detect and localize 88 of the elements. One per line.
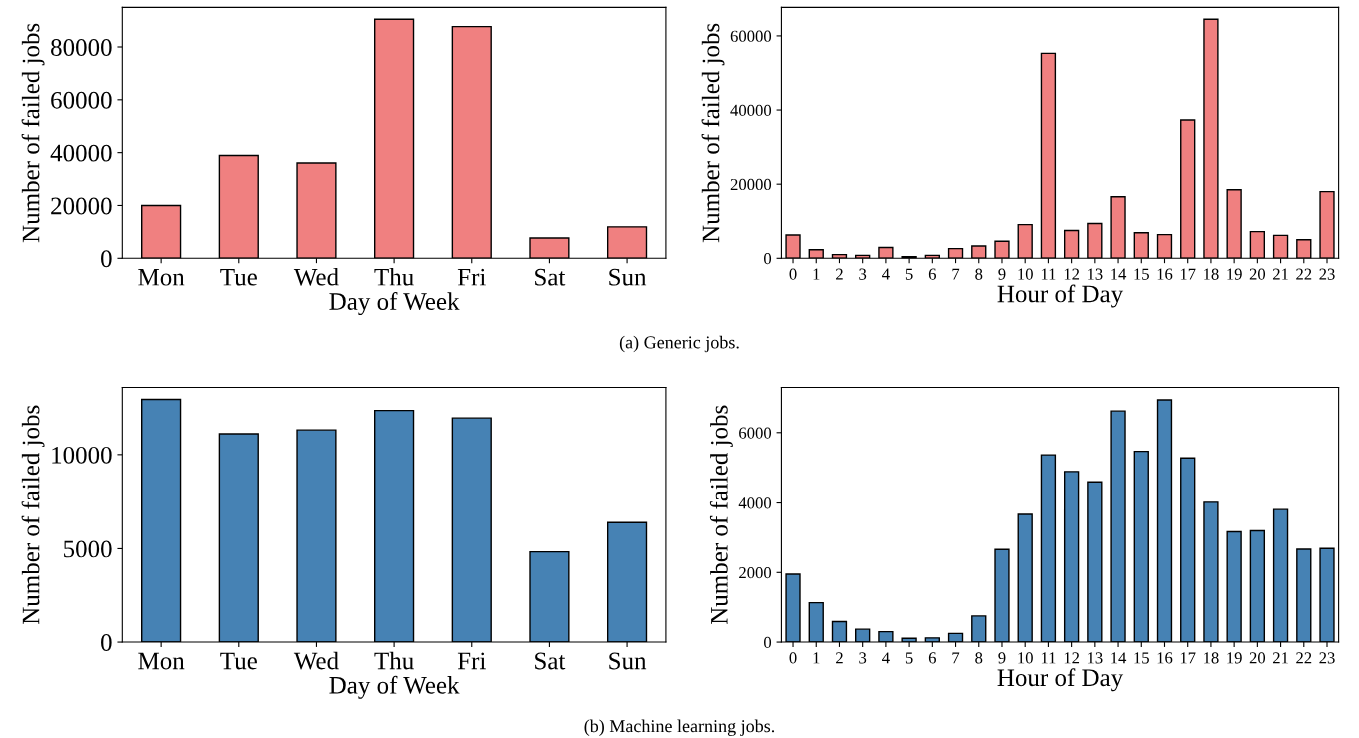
y-axis-title: Number of failed jobs <box>709 405 733 625</box>
y-tick-label: 2000 <box>739 567 772 579</box>
y-tick-label: 6000 <box>739 427 772 439</box>
y-tick-label: 60000 <box>51 91 112 109</box>
x-tick-label: 9 <box>998 268 1006 280</box>
x-tick-label: 15 <box>1134 652 1149 664</box>
x-tick-label: 4 <box>882 268 890 280</box>
y-tick-label: 0 <box>101 250 112 268</box>
text: (b) Machine learning jobs. <box>584 719 775 736</box>
y-tick-label: 4000 <box>738 497 772 509</box>
x-tick-label: 10 <box>1018 652 1033 664</box>
y-tick-label: 60000 <box>730 30 772 42</box>
x-tick-label: 7 <box>952 652 960 664</box>
x-tick-label: 0 <box>789 652 797 664</box>
x-tick-label: 12 <box>1064 652 1080 664</box>
x-axis-title: Day of Week <box>329 292 460 316</box>
x-tick-label: Sat <box>535 652 566 670</box>
x-tick-label: 0 <box>789 268 797 280</box>
x-tick-label: 17 <box>1180 652 1196 664</box>
x-tick-label: 4 <box>882 652 890 664</box>
x-tick-label: 5 <box>905 652 913 664</box>
x-tick-label: 1 <box>813 268 820 280</box>
x-tick-label: 6 <box>928 652 936 664</box>
x-tick-label: Wed <box>293 651 339 670</box>
x-tick-label: Sun <box>609 268 647 286</box>
x-tick-label: 21 <box>1272 652 1288 664</box>
x-tick-label: 8 <box>975 652 983 664</box>
x-tick-label: 2 <box>836 652 843 664</box>
y-axis-title: Number of failed jobs <box>21 23 45 243</box>
x-tick-label: 5 <box>905 268 913 280</box>
x-tick-label: Mon <box>138 652 185 670</box>
x-tick-label: 7 <box>952 268 960 280</box>
x-tick-label: 18 <box>1204 652 1219 664</box>
x-tick-label: 13 <box>1087 652 1103 664</box>
x-tick-label: Sun <box>609 652 647 670</box>
x-tick-label: 20 <box>1249 652 1266 664</box>
y-tick-label: 80000 <box>51 39 112 56</box>
x-tick-label: 22 <box>1296 268 1312 280</box>
y-tick-label: 20000 <box>730 178 772 191</box>
x-tick-label: 3 <box>859 652 867 664</box>
x-tick-label: 12 <box>1064 268 1080 280</box>
x-tick-label: 14 <box>1111 652 1127 664</box>
x-tick-label: Mon <box>138 269 185 286</box>
x-tick-label: Tue <box>220 269 257 286</box>
x-tick-label: Thu <box>374 268 414 286</box>
x-tick-label: 22 <box>1296 652 1312 664</box>
y-tick-label: 40000 <box>50 144 112 162</box>
x-tick-label: 1 <box>813 652 820 664</box>
x-tick-label: 11 <box>1041 652 1056 664</box>
x-axis-title: Hour of Day <box>997 668 1124 692</box>
x-tick-label: 20 <box>1249 268 1266 280</box>
x-tick-label: 19 <box>1227 652 1242 664</box>
y-tick-label: 10000 <box>52 446 112 464</box>
x-tick-label: 8 <box>975 268 983 280</box>
x-tick-label: 13 <box>1087 268 1103 280</box>
x-tick-label: Fri <box>457 652 486 670</box>
x-tick-label: Thu <box>374 651 414 670</box>
x-tick-label: 2 <box>836 268 843 280</box>
x-tick-label: 15 <box>1134 268 1149 280</box>
y-tick-label: 0 <box>764 636 772 649</box>
x-tick-label: 23 <box>1319 652 1335 664</box>
x-tick-label: Wed <box>293 268 339 286</box>
x-tick-label: 21 <box>1272 268 1288 280</box>
y-tick-label: 0 <box>101 634 112 651</box>
y-tick-label: 20000 <box>51 197 112 215</box>
text: (a) Generic jobs. <box>619 335 739 353</box>
x-tick-label: 11 <box>1041 268 1056 280</box>
y-axis-title: Number of failed jobs <box>21 405 45 625</box>
y-tick-label: 0 <box>764 253 772 265</box>
x-tick-label: Tue <box>220 652 257 670</box>
x-axis-title: Hour of Day <box>997 284 1124 308</box>
x-axis-title: Day of Week <box>329 675 460 699</box>
x-tick-label: 18 <box>1204 268 1219 280</box>
y-axis-title: Number of failed jobs <box>701 23 725 243</box>
x-tick-label: 10 <box>1018 268 1033 280</box>
y-tick-label: 40000 <box>730 104 772 116</box>
x-tick-label: Sat <box>535 268 566 286</box>
y-tick-label: 5000 <box>64 540 112 558</box>
x-tick-label: 19 <box>1227 268 1242 280</box>
x-tick-label: Fri <box>457 268 486 286</box>
x-tick-label: 6 <box>928 268 936 280</box>
x-tick-label: 16 <box>1157 268 1173 280</box>
x-tick-label: 3 <box>859 268 867 280</box>
x-tick-label: 17 <box>1180 268 1196 280</box>
x-tick-label: 16 <box>1157 652 1173 664</box>
x-tick-label: 23 <box>1319 268 1335 280</box>
x-tick-label: 14 <box>1111 268 1127 280</box>
x-tick-label: 9 <box>998 652 1006 664</box>
